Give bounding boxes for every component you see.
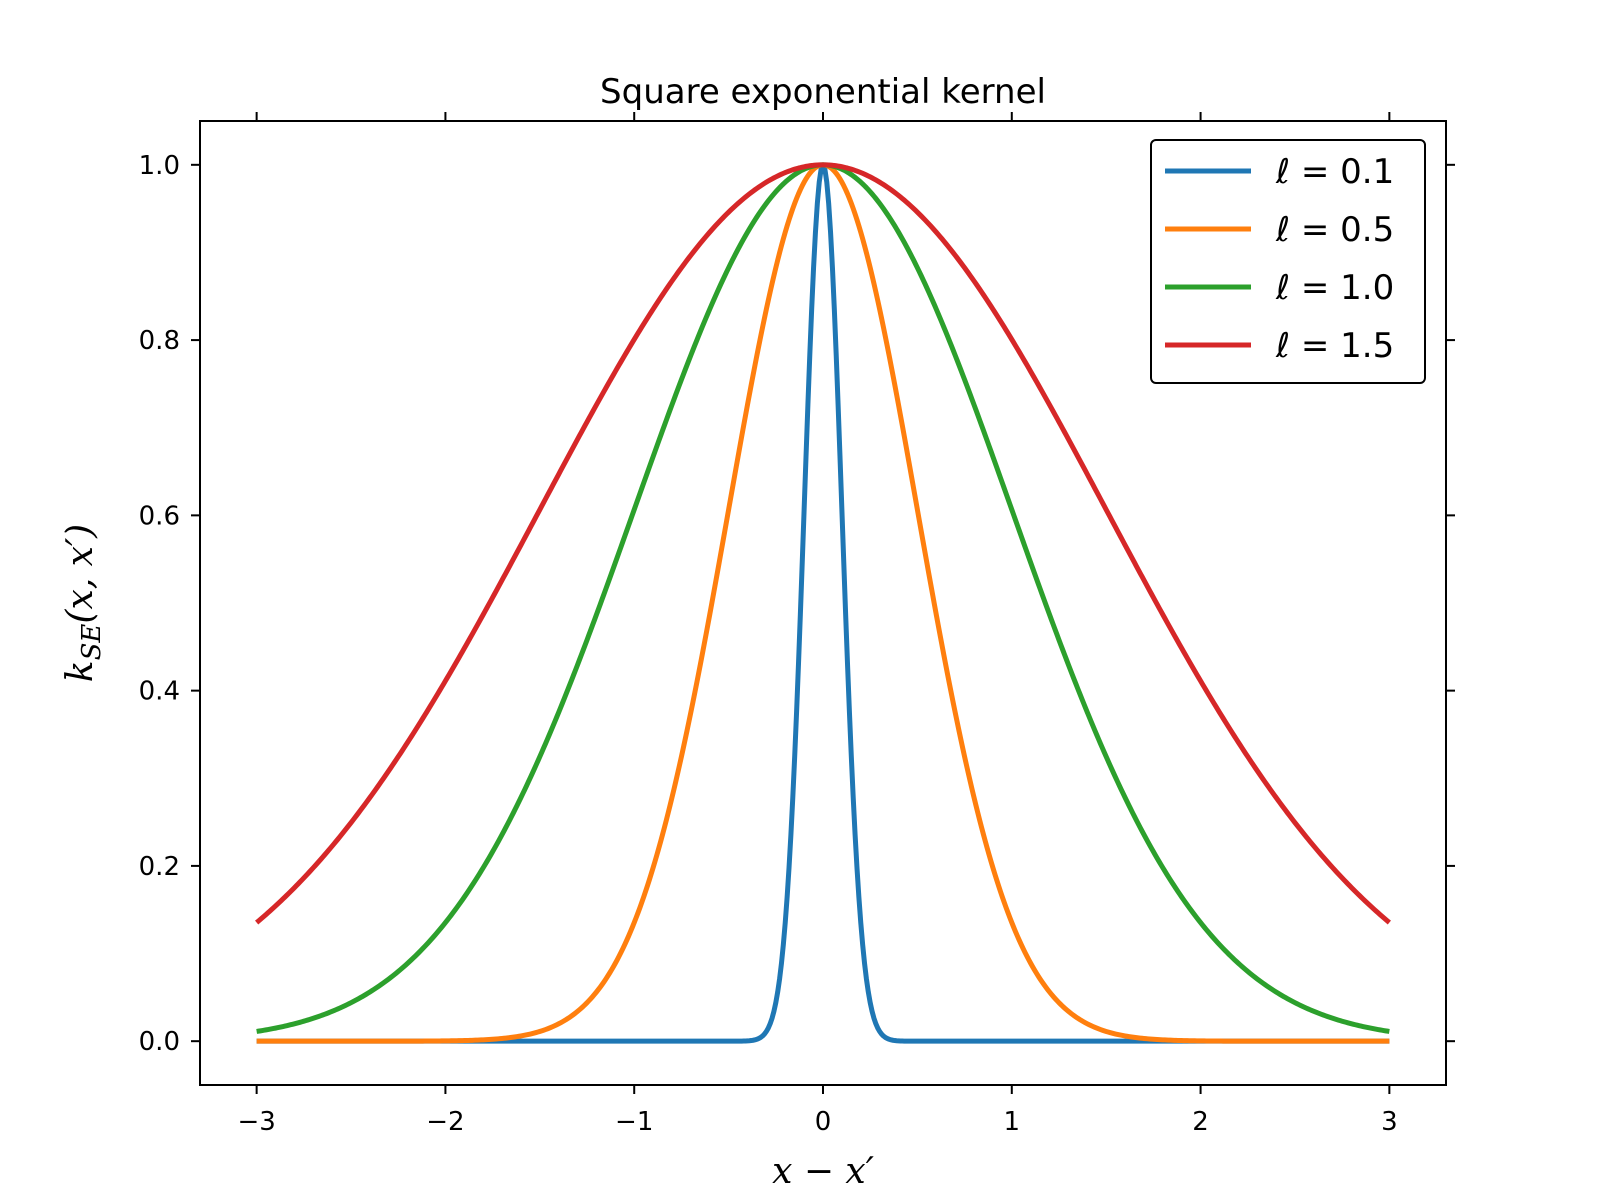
legend-label: ℓ = 0.5 (1275, 210, 1394, 250)
y-axis-label-main: k (60, 660, 101, 682)
x-tick-label: −2 (426, 1107, 464, 1137)
x-tick-label: 0 (815, 1107, 832, 1137)
y-tick-label: 1.0 (139, 151, 180, 181)
ticks-layer: −3 −2 −1 0 1 2 3 0.0 0.2 0.4 0.6 0.8 1.0 (139, 112, 1455, 1137)
x-tick-label: −3 (237, 1107, 275, 1137)
legend: ℓ = 0.1 ℓ = 0.5 ℓ = 1.0 ℓ = 1.5 (1150, 139, 1426, 384)
y-tick-label: 0.0 (139, 1027, 180, 1057)
chart-title: Square exponential kernel (600, 72, 1046, 112)
y-tick-label: 0.6 (139, 501, 180, 531)
x-tick-label: 1 (1004, 1107, 1021, 1137)
y-axis-label-subscript: SE (77, 624, 107, 661)
y-axis-label: kSE(x, x′) (60, 524, 107, 682)
legend-label: ℓ = 1.5 (1275, 326, 1394, 366)
y-axis-label-args: (x, x′) (60, 524, 101, 624)
x-tick-label: 2 (1192, 1107, 1209, 1137)
series-line-4 (255, 162, 1391, 925)
legend-label: ℓ = 0.1 (1275, 152, 1394, 192)
legend-label: ℓ = 1.0 (1275, 268, 1394, 308)
y-tick-label: 0.4 (139, 677, 180, 707)
x-axis-label: x − x′ (772, 1151, 874, 1192)
plot-frame (199, 120, 1447, 1086)
y-tick-label: 0.2 (139, 852, 180, 882)
series-layer (255, 162, 1391, 1044)
legend-box (1150, 139, 1426, 384)
y-tick-label: 0.8 (139, 326, 180, 356)
x-tick-label: 3 (1381, 1107, 1398, 1137)
x-tick-label: −1 (615, 1107, 653, 1137)
